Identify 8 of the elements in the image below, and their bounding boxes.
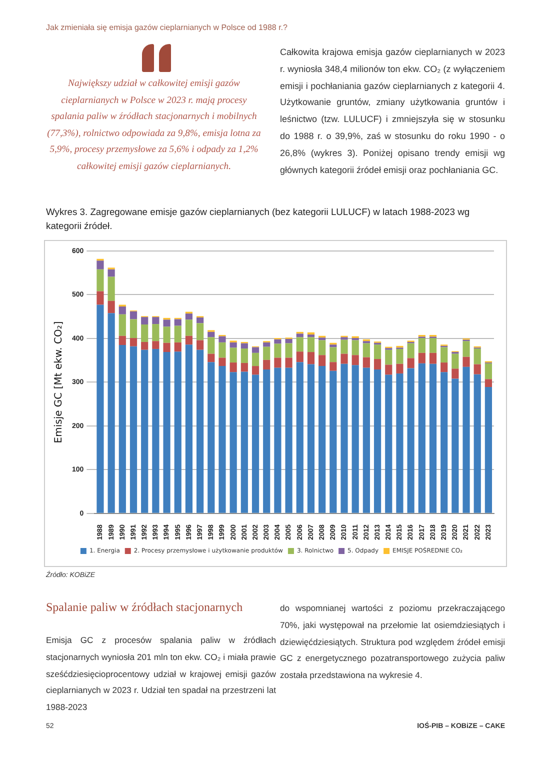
chart-title: Wykres 3. Zagregowane emisje gazów cieplarnianych (bez kategorii LULUCF) w latach 1988-2023 wg kategorii źródeł.: [46, 205, 471, 233]
text: Całkowita krajowa emisja gazów cieplarnianych w 2023 r. wyniosła 348,4 milionów ton ekw. CO₂ (z wyłączeniem emisji i pochłaniania gazów cieplarnianych z kategorii 4. Użytkowanie gruntów, zmiany użytkowania gruntów i leśnictwo (tzw. LULUCF) i zmniejszyła się w stosunku do 1988 r. o 39,9%, zaś w stosunku do roku 1990 - o 26,8% (wykres 3). Poniżej opisano trendy emisji wg głównych kategorii źródeł emisji oraz pochłaniania GC.: [280, 46, 505, 177]
text: Emisja GC z procesów spalania paliw w źródłach stacjonarnych wyniosła 201 mln ton ekw. CO₂ i miała prawie sześćdziesięcioprocentowy udział w krajowej emisji gazów cieplarnianych w 2023 r. Udział ten spadał na przestrzeni lat 1988-2023: [46, 634, 276, 714]
text: Spalanie paliw w źródłach stacjonarnych: [46, 600, 244, 614]
text: Największy udział w całkowitej emisji gazów cieplarnianych w Polsce w 2023 r. mają procesy spalania paliw w źródłach stacjonarnych i mobilnych (77,3%), rolnictwo odpowiada za 9,8%, emisja lotna za 5,9%, procesy przemysłowe za 5,6% i odpady za 1,2% całkowitej emisji gazów cieplarnianych.: [46, 77, 262, 174]
y-axis-title: Emisje GC [Mt ekw. CO₂]: [54, 321, 65, 444]
text: do wspomnianej wartości z poziomu przekraczającego 70%, jaki występował na przełomie lat osiemdziesiątych i dziewięćdziesiątych. Struktura pod względem źródeł emisji GC z energetycznego pozatransportowego zużycia paliw została przedstawiona na wykresie 4.: [280, 602, 505, 682]
text: Jak zmieniała się emisja gazów cieplarnianych w Polsce od 1988 r.?: [46, 22, 288, 34]
